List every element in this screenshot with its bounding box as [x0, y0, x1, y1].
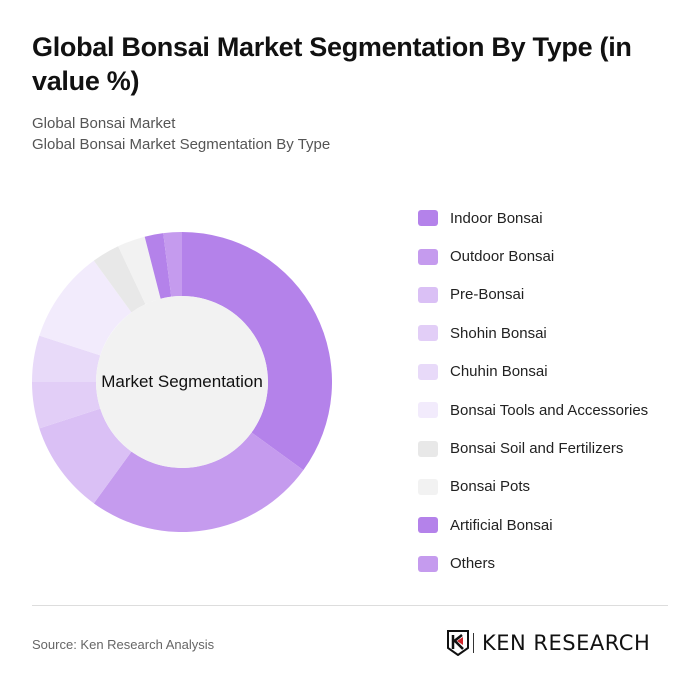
- legend-item[interactable]: Bonsai Pots: [418, 468, 648, 506]
- chart-subtitle: Global Bonsai Market Global Bonsai Marke…: [32, 113, 330, 155]
- legend-label: Bonsai Tools and Accessories: [450, 401, 649, 419]
- legend-label: Shohin Bonsai: [450, 324, 547, 342]
- logo-separator: [473, 633, 474, 653]
- donut-segment-bonsai-tools-and-accessories[interactable]: [39, 260, 132, 356]
- legend-swatch-icon: [418, 440, 438, 457]
- logo-text: KEN RESEARCH: [482, 631, 651, 655]
- legend-label: Chuhin Bonsai: [450, 363, 548, 381]
- legend-swatch-icon: [418, 555, 438, 572]
- legend-item[interactable]: Others: [418, 545, 648, 583]
- legend-item[interactable]: Shohin Bonsai: [418, 314, 648, 352]
- legend-swatch-icon: [418, 210, 438, 227]
- legend-label: Bonsai Soil and Fertilizers: [450, 440, 624, 458]
- legend-label: Bonsai Pots: [450, 478, 531, 496]
- ken-logo-shield-icon: [447, 630, 469, 656]
- legend-swatch-icon: [418, 478, 438, 495]
- donut-segment-others[interactable]: [163, 232, 182, 297]
- legend-item[interactable]: Pre-Bonsai: [418, 276, 648, 314]
- source-note: Source: Ken Research Analysis: [32, 637, 215, 652]
- legend-item[interactable]: Indoor Bonsai: [418, 199, 648, 237]
- legend-item[interactable]: Bonsai Soil and Fertilizers: [418, 429, 648, 467]
- legend-label: Artificial Bonsai: [450, 516, 553, 534]
- legend-swatch-icon: [418, 325, 438, 342]
- legend-item[interactable]: Outdoor Bonsai: [418, 237, 648, 275]
- donut-segment-outdoor-bonsai[interactable]: [93, 432, 304, 532]
- legend-label: Others: [450, 555, 496, 573]
- donut-segment-shohin-bonsai[interactable]: [32, 382, 101, 429]
- donut-segment-pre-bonsai[interactable]: [39, 408, 132, 504]
- legend-label: Pre-Bonsai: [450, 286, 525, 304]
- legend-swatch-icon: [418, 286, 438, 303]
- donut-segment-artificial-bonsai[interactable]: [144, 233, 172, 299]
- legend-swatch-icon: [418, 517, 438, 534]
- legend-label: Indoor Bonsai: [450, 209, 543, 227]
- legend-swatch-icon: [418, 402, 438, 419]
- ken-research-logo: KEN RESEARCH: [447, 630, 650, 656]
- donut-segment-bonsai-pots[interactable]: [118, 236, 161, 305]
- donut-segment-bonsai-soil-and-fertilizers[interactable]: [93, 246, 146, 313]
- legend-label: Outdoor Bonsai: [450, 248, 555, 266]
- donut-segment-indoor-bonsai[interactable]: [182, 232, 332, 471]
- donut-segment-chuhin-bonsai[interactable]: [32, 335, 101, 382]
- donut-hole: [96, 296, 268, 468]
- subtitle-line-1: Global Bonsai Market: [32, 115, 176, 132]
- legend-item[interactable]: Artificial Bonsai: [418, 506, 648, 544]
- donut-svg: [32, 232, 332, 532]
- chart-title: Global Bonsai Market Segmentation By Typ…: [32, 32, 632, 96]
- footer-divider: [32, 605, 668, 606]
- legend-item[interactable]: Bonsai Tools and Accessories: [418, 391, 648, 429]
- subtitle-line-2: Global Bonsai Market Segmentation By Typ…: [32, 136, 331, 153]
- legend-swatch-icon: [418, 363, 438, 380]
- legend-swatch-icon: [418, 248, 438, 265]
- legend-item[interactable]: Chuhin Bonsai: [418, 353, 648, 391]
- chart-legend: Indoor Bonsai Outdoor Bonsai Pre-Bonsai Sho…: [418, 199, 648, 583]
- donut-chart: Market Segmentation: [32, 232, 332, 532]
